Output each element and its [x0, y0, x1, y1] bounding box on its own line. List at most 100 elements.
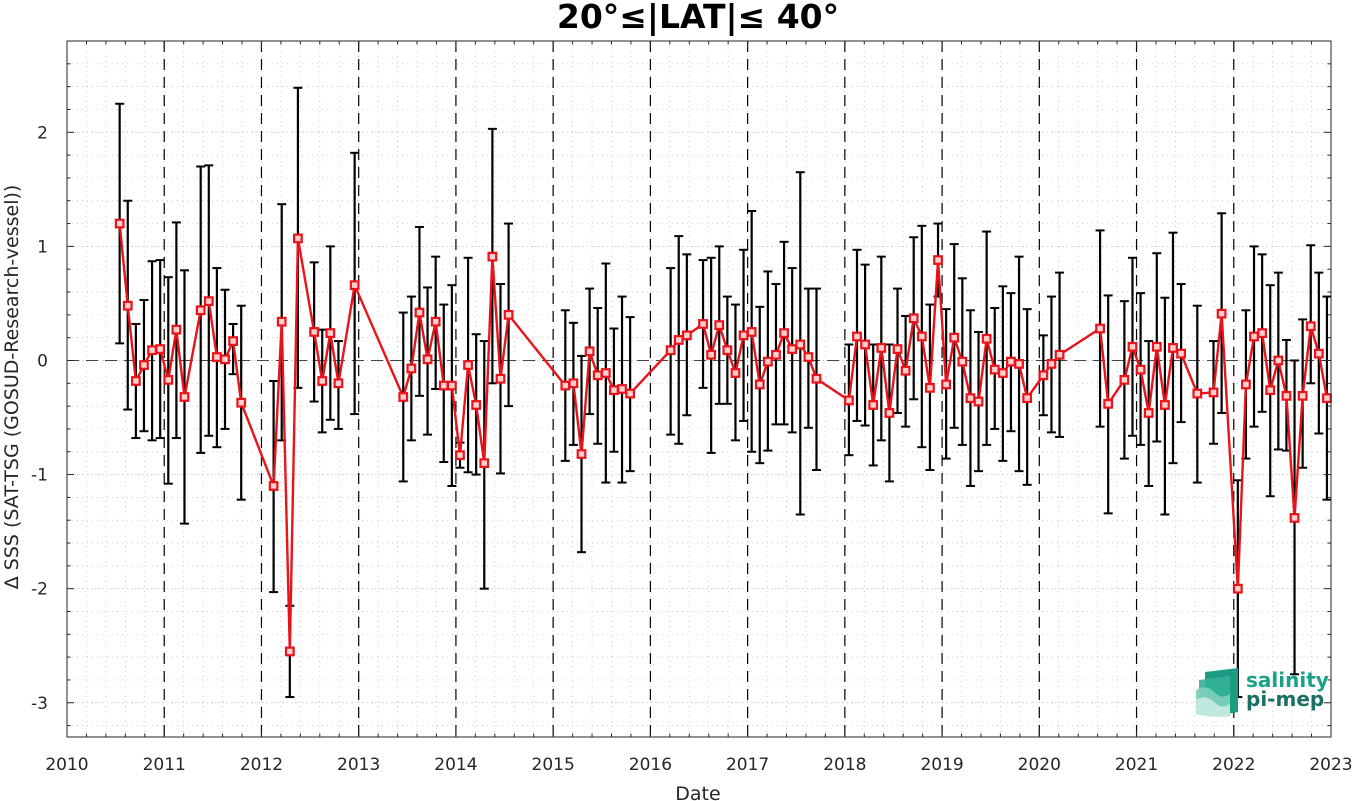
- x-tick-label: 2016: [629, 755, 672, 775]
- data-point: [122, 300, 133, 311]
- x-tick-labels: 2010 2011 2012 2013 2014 2015 2016 2017 2018 2019…: [45, 755, 1352, 775]
- data-point: [746, 327, 757, 337]
- x-tick-label: 2020: [1018, 755, 1061, 775]
- data-point: [876, 343, 887, 353]
- data-point: [1159, 400, 1170, 410]
- x-tick-label: 2018: [823, 755, 866, 775]
- data-point: [973, 396, 984, 407]
- data-point: [738, 330, 749, 341]
- data-point: [163, 374, 174, 385]
- data-point: [1216, 308, 1227, 319]
- data-point: [811, 373, 822, 384]
- data-point: [673, 335, 684, 345]
- data-point: [1095, 323, 1105, 334]
- data-point: [625, 388, 636, 399]
- data-point: [406, 363, 417, 374]
- data-point: [503, 309, 514, 320]
- data-point: [1313, 348, 1324, 359]
- data-point: [268, 481, 279, 491]
- data-point: [1232, 583, 1243, 594]
- y-tick-label: -3: [31, 694, 48, 714]
- data-point: [236, 397, 247, 408]
- data-point: [933, 255, 943, 265]
- data-point: [916, 331, 927, 342]
- logo-text-salinity: salinity: [1246, 668, 1329, 692]
- data-point: [754, 379, 765, 390]
- data-point: [560, 380, 571, 391]
- data-point: [211, 352, 222, 362]
- x-tick-label: 2021: [1115, 755, 1158, 775]
- x-tick-label: 2013: [337, 755, 380, 775]
- data-point: [730, 368, 741, 378]
- data-point: [479, 458, 490, 469]
- data-point: [779, 328, 789, 338]
- data-point: [317, 376, 328, 386]
- data-point: [422, 354, 433, 365]
- x-tick-label: 2022: [1212, 755, 1255, 775]
- data-point: [868, 400, 879, 410]
- data-point: [681, 330, 692, 341]
- data-point: [989, 364, 1000, 375]
- salinity-pi-mep-logo: salinity pi-mep: [1196, 668, 1329, 717]
- data-point: [349, 280, 360, 291]
- data-point: [455, 450, 465, 461]
- data-point: [398, 392, 409, 402]
- data-point: [1103, 398, 1114, 409]
- y-axis-label: Δ SSS (SAT-TSG (GOSUD-Research-vessel)): [1, 185, 23, 590]
- series-line: [118, 223, 1329, 653]
- data-point: [1265, 385, 1276, 396]
- data-point: [584, 346, 595, 357]
- data-point: [333, 378, 344, 389]
- data-point: [276, 316, 287, 327]
- data-point: [997, 368, 1008, 378]
- data-point: [438, 380, 449, 391]
- data-point: [1022, 393, 1033, 404]
- data-point: [617, 384, 627, 394]
- data-point: [900, 365, 911, 376]
- data-point: [325, 328, 336, 338]
- chart-title: 20°≤|LAT|≤ 40°: [557, 0, 839, 36]
- data-point: [1297, 390, 1308, 401]
- data-point: [592, 370, 603, 381]
- data-point: [941, 379, 952, 390]
- data-point: [843, 395, 854, 406]
- data-point: [220, 354, 230, 365]
- data-point: [803, 352, 814, 362]
- data-point: [1192, 388, 1203, 399]
- data-point: [309, 327, 320, 337]
- y-tick-label: -2: [31, 580, 48, 600]
- data-point: [957, 356, 968, 367]
- data-point: [1289, 513, 1300, 523]
- data-point: [1127, 341, 1138, 352]
- data-point: [293, 233, 303, 244]
- data-point: [228, 336, 239, 346]
- data-point: [179, 392, 190, 402]
- y-tick-label: 2: [37, 123, 48, 143]
- y-tick-label: 1: [37, 237, 48, 257]
- data-point: [1305, 321, 1316, 332]
- data-point: [414, 307, 425, 318]
- data-point: [706, 349, 717, 360]
- data-point: [1014, 358, 1024, 369]
- data-point: [1241, 379, 1251, 390]
- data-point: [1151, 341, 1162, 352]
- data-point: [722, 345, 733, 356]
- data-point: [487, 251, 498, 262]
- data-point: [1135, 364, 1146, 375]
- logo-text-pi-mep: pi-mep: [1246, 687, 1324, 711]
- data-point: [771, 349, 781, 360]
- data-point: [600, 368, 611, 378]
- x-tick-label: 2012: [240, 755, 283, 775]
- data-point: [576, 449, 587, 459]
- data-point: [1176, 348, 1187, 359]
- data-point: [284, 646, 295, 657]
- x-tick-label: 2014: [434, 755, 477, 775]
- data-point: [1046, 358, 1057, 369]
- data-point: [981, 333, 992, 344]
- data-point: [430, 316, 441, 327]
- data-point: [925, 382, 935, 393]
- logo-wave-icon: [1196, 668, 1238, 717]
- data-point: [114, 218, 125, 229]
- data-point: [1038, 370, 1049, 381]
- data-point: [1006, 356, 1016, 367]
